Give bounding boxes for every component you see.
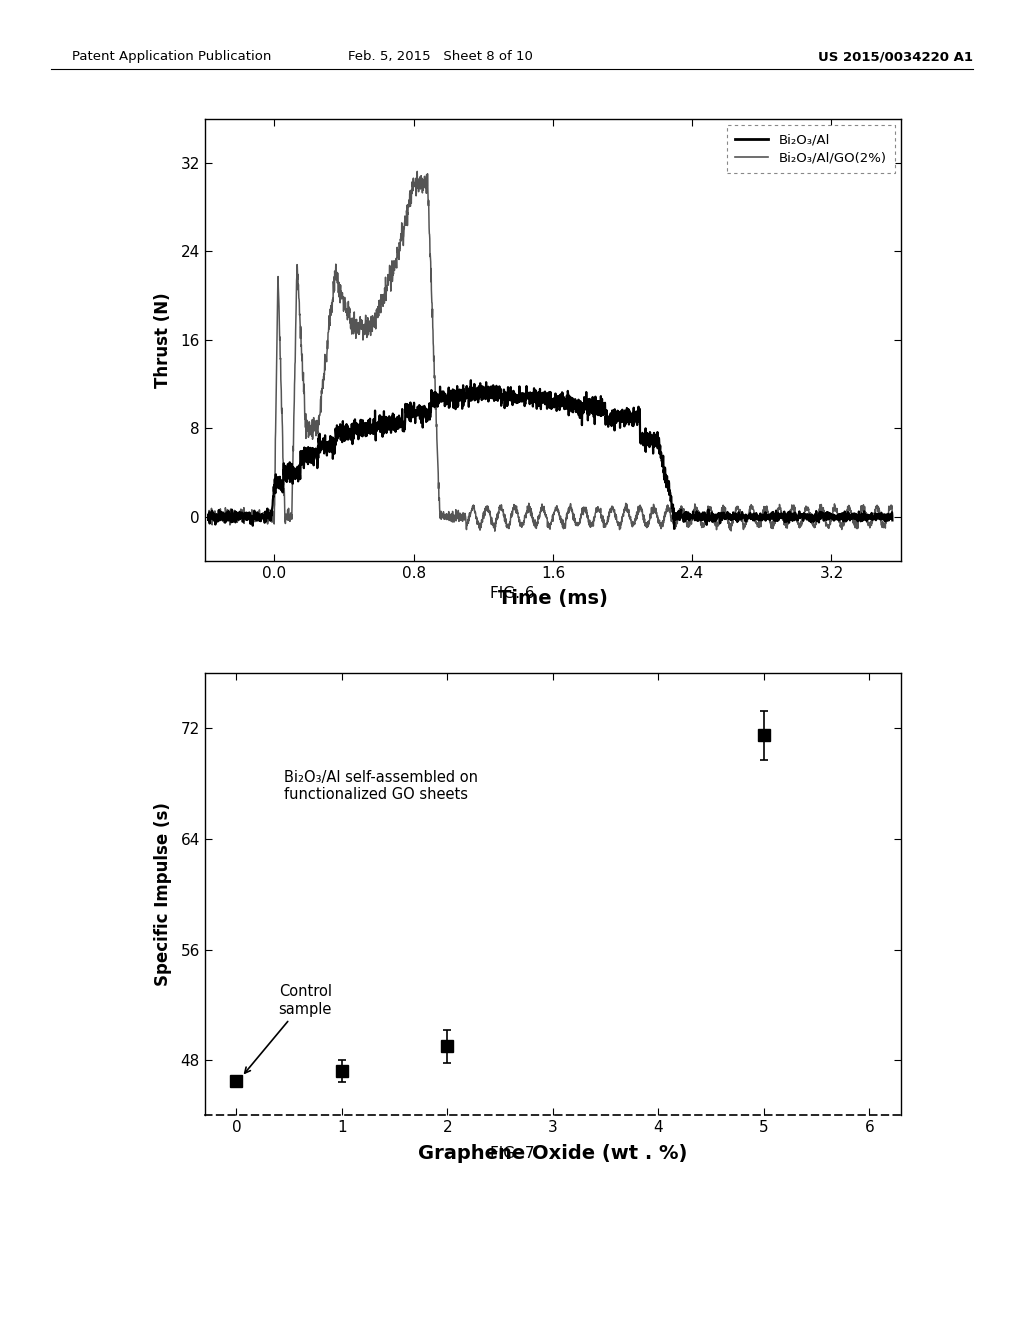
Legend: Bi₂O₃/Al, Bi₂O₃/Al/GO(2%): Bi₂O₃/Al, Bi₂O₃/Al/GO(2%) (727, 125, 895, 173)
Text: Feb. 5, 2015   Sheet 8 of 10: Feb. 5, 2015 Sheet 8 of 10 (348, 50, 532, 63)
Text: FIG. 6: FIG. 6 (489, 586, 535, 601)
X-axis label: Time (ms): Time (ms) (498, 589, 608, 609)
Y-axis label: Specific Impulse (s): Specific Impulse (s) (155, 803, 172, 986)
Text: Bi₂O₃/Al self-assembled on
functionalized GO sheets: Bi₂O₃/Al self-assembled on functionalize… (284, 770, 478, 803)
Text: US 2015/0034220 A1: US 2015/0034220 A1 (818, 50, 973, 63)
Text: Control
sample: Control sample (245, 985, 332, 1073)
Text: FIG. 7: FIG. 7 (489, 1146, 535, 1160)
Y-axis label: Thrust (N): Thrust (N) (155, 292, 172, 388)
Text: Patent Application Publication: Patent Application Publication (72, 50, 271, 63)
X-axis label: Graphene Oxide (wt . %): Graphene Oxide (wt . %) (418, 1143, 688, 1163)
